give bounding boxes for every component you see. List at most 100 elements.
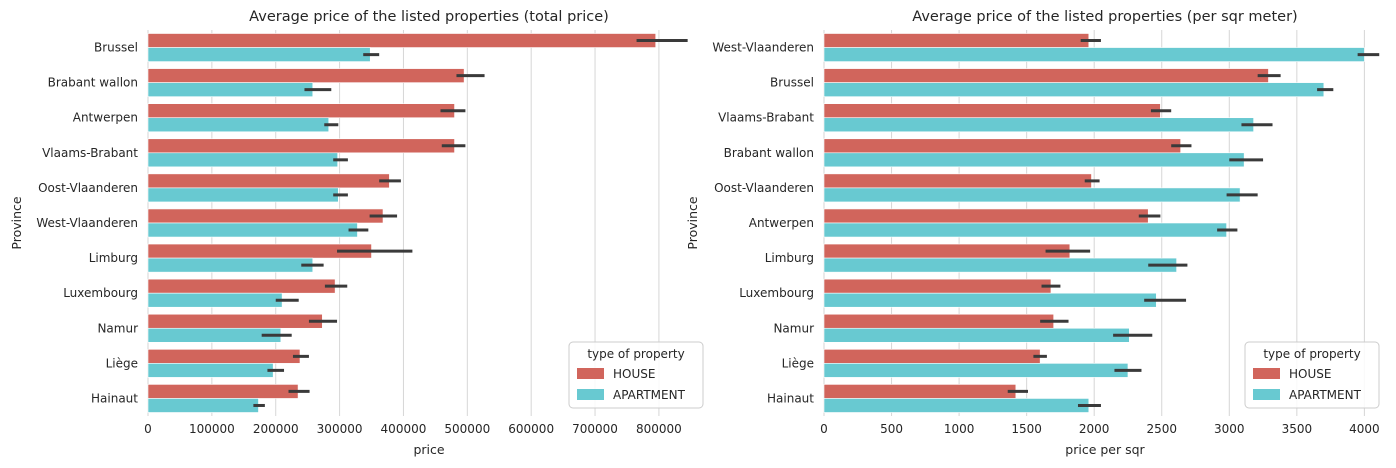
y-tick-label: Antwerpen (73, 111, 138, 125)
y-tick-label: Limburg (765, 251, 814, 265)
y-tick-label: Brussel (770, 76, 814, 90)
x-tick-labels: 0 500 1000 1500 2000 2500 3000 3500 4000 (820, 422, 1379, 436)
y-tick-label: Luxembourg (63, 286, 138, 300)
bar-house-hainaut (823, 384, 1017, 399)
legend-label-house: HOUSE (613, 367, 655, 381)
bar-house-limburg (823, 243, 1071, 259)
bar-house-brabant-wallon (147, 68, 465, 83)
bar-apartment-brabant-wallon (147, 82, 314, 97)
chart-price-per-sqr: West-Vlaanderen Brussel Vlaams-Brabant Brab… (685, 9, 1380, 457)
y-tick-label: Vlaams-Brabant (42, 146, 138, 160)
legend-title: type of property (587, 347, 684, 361)
y-tick-label: Liège (106, 356, 138, 370)
bar-house-luxembourg (147, 278, 336, 294)
x-tick-label: 500000 (444, 422, 490, 436)
x-tick-label: 1500 (1011, 422, 1042, 436)
bar-apartment-limburg (147, 257, 314, 273)
legend-swatch-house (577, 368, 604, 379)
bar-apartment-antwerpen (823, 222, 1227, 238)
y-tick-label: Vlaams-Brabant (718, 111, 814, 125)
x-axis-label: price (413, 442, 444, 457)
bar-apartment-brabant-wallon (823, 152, 1245, 168)
y-tick-label: Luxembourg (739, 286, 814, 300)
legend-label-apartment: APARTMENT (1289, 388, 1362, 402)
error-bars (253, 39, 688, 407)
bar-house-west-vlaanderen (147, 208, 384, 224)
x-tick-labels: 0 100000 200000 300000 400000 500000 600000 700… (144, 422, 682, 436)
x-axis-label: price per sqr (1065, 442, 1145, 457)
legend-label-apartment: APARTMENT (613, 388, 686, 402)
bar-house-oost-vlaanderen (823, 173, 1092, 189)
x-tick-label: 500 (880, 422, 903, 436)
legend-swatch-apartment (577, 389, 604, 400)
x-tick-label: 100000 (189, 422, 235, 436)
x-tick-label: 700000 (572, 422, 618, 436)
legend-swatch-apartment (1253, 389, 1280, 400)
bar-house-luxembourg (823, 278, 1052, 294)
error-bars (1007, 39, 1380, 407)
x-tick-label: 300000 (317, 422, 363, 436)
legend-title: type of property (1263, 347, 1360, 361)
y-tick-label: Hainaut (767, 391, 814, 405)
y-tick-label: Antwerpen (749, 216, 814, 230)
y-tick-label: Namur (773, 321, 814, 335)
legend: type of property HOUSE APARTMENT (568, 341, 704, 409)
x-tick-label: 800000 (636, 422, 682, 436)
y-tick-label: Oost-Vlaanderen (714, 181, 814, 195)
bar-house-oost-vlaanderen (147, 173, 390, 189)
y-tick-label: Brabant wallon (48, 76, 138, 90)
bar-house-antwerpen (147, 103, 455, 119)
legend: type of property HOUSE APARTMENT (1244, 341, 1380, 409)
bar-apartment-oost-vlaanderen (823, 187, 1241, 203)
bar-apartment-namur (147, 327, 282, 343)
y-tick-label: West-Vlaanderen (36, 216, 138, 230)
bar-house-vlaams-brabant (147, 138, 455, 154)
x-tick-label: 1000 (944, 422, 975, 436)
y-tick-label: Brabant wallon (724, 146, 814, 160)
y-tick-label: Namur (97, 321, 138, 335)
bar-apartment-west-vlaanderen (147, 222, 358, 238)
bar-apartment-brussel (823, 82, 1325, 97)
bar-house-brussel (147, 33, 657, 48)
bar-apartment-west-vlaanderen (823, 47, 1365, 62)
bar-apartment-liege (147, 363, 274, 378)
x-tick-label: 2500 (1146, 422, 1177, 436)
bar-apartment-luxembourg (823, 292, 1157, 308)
bar-house-liege (823, 349, 1041, 364)
y-tick-label: Oost-Vlaanderen (38, 181, 138, 195)
y-axis-label: Province (9, 196, 24, 249)
x-tick-label: 200000 (253, 422, 299, 436)
legend-swatch-house (1253, 368, 1280, 379)
bar-apartment-brussel (147, 47, 371, 62)
x-tick-label: 600000 (508, 422, 554, 436)
bar-apartment-vlaams-brabant (147, 152, 338, 168)
chart-title: Average price of the listed properties (… (249, 9, 609, 25)
bar-apartment-liege (823, 363, 1129, 378)
bars (147, 33, 657, 413)
x-tick-label: 2000 (1079, 422, 1110, 436)
bar-apartment-hainaut (823, 398, 1090, 413)
legend-label-house: HOUSE (1289, 367, 1331, 381)
y-tick-label: West-Vlaanderen (712, 41, 814, 55)
y-tick-label: Hainaut (91, 391, 138, 405)
chart-total-price: Brussel Brabant wallon Antwerpen Vlaams-Bra… (9, 9, 704, 457)
y-tick-labels: Brussel Brabant wallon Antwerpen Vlaams-Bra… (36, 41, 138, 406)
x-tick-label: 400000 (381, 422, 427, 436)
x-tick-label: 4000 (1349, 422, 1380, 436)
bar-apartment-oost-vlaanderen (147, 187, 339, 203)
bar-apartment-hainaut (147, 398, 259, 413)
y-axis-label: Province (685, 196, 700, 249)
bar-apartment-limburg (823, 257, 1177, 273)
bar-house-liege (147, 349, 301, 364)
y-tick-label: Liège (782, 356, 814, 370)
x-tick-label: 3500 (1282, 422, 1313, 436)
bar-house-brussel (823, 68, 1269, 83)
bar-house-namur (823, 313, 1054, 329)
bar-apartment-luxembourg (147, 292, 283, 308)
bar-house-antwerpen (823, 208, 1149, 224)
bar-house-vlaams-brabant (823, 103, 1161, 119)
bar-house-hainaut (147, 384, 299, 399)
y-tick-labels: West-Vlaanderen Brussel Vlaams-Brabant Brab… (712, 41, 814, 406)
x-tick-label: 0 (820, 422, 828, 436)
